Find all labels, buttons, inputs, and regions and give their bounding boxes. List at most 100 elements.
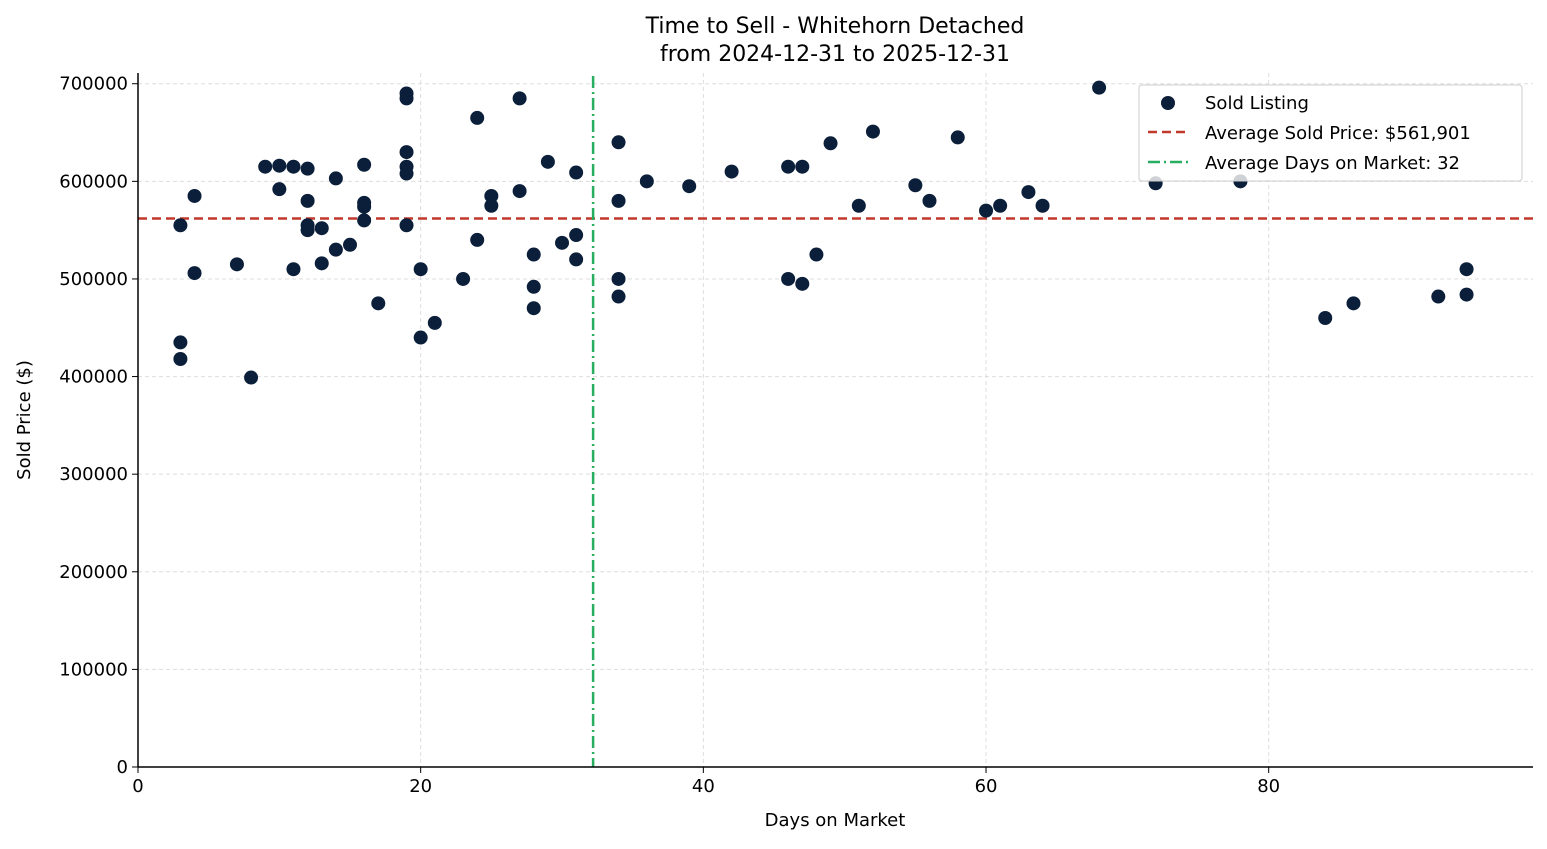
data-point [781,271,796,286]
data-point [484,198,499,213]
data-point [328,242,343,257]
data-point [173,335,188,350]
data-point [456,271,471,286]
data-point [343,237,358,252]
data-point [399,166,414,181]
axes: 0 20 40 60 80 0 100000 200000 300000 400000 500000… [59,73,1533,797]
data-point [272,158,287,173]
data-point [823,136,838,151]
data-point [993,198,1008,213]
y-tick-label: 400000 [59,367,128,388]
data-point [611,289,626,304]
data-point [258,159,273,174]
y-tick-label: 700000 [59,74,128,95]
data-point [229,257,244,272]
data-point [357,157,372,172]
data-point [300,193,315,208]
y-axis-label: Sold Price ($) [14,360,35,480]
y-tick-label: 200000 [59,562,128,583]
data-point [795,276,810,291]
data-point [639,174,654,189]
data-point [173,351,188,366]
y-tick-label: 0 [117,757,128,778]
chart-subtitle: from 2024-12-31 to 2025-12-31 [660,42,1010,67]
data-point [427,315,442,330]
points [173,80,1474,385]
data-point [314,256,329,271]
data-point [187,188,202,203]
data-point [328,171,343,186]
chart-title: Time to Sell - Whitehorn Detached [645,14,1025,39]
data-point [1346,296,1361,311]
data-point [795,159,810,174]
data-point [413,262,428,277]
data-point [1092,80,1107,95]
data-point [399,91,414,106]
data-point [484,188,499,203]
y-tick-label: 100000 [59,659,128,680]
data-point [724,164,739,179]
data-point [470,110,485,125]
x-axis-label: Days on Market [765,810,906,831]
data-point [1318,310,1333,325]
data-point [781,159,796,174]
data-point [865,124,880,139]
data-point [569,165,584,180]
data-point [1021,185,1036,200]
data-point [922,193,937,208]
data-point [357,199,372,214]
data-point [611,193,626,208]
y-tick-label: 500000 [59,269,128,290]
x-tick-label: 60 [975,776,998,797]
data-point [187,266,202,281]
data-point [371,296,386,311]
data-point [526,247,541,262]
legend-label-avg-days: Average Days on Market: 32 [1205,153,1460,174]
data-point [611,271,626,286]
legend: Sold Listing Average Sold Price: $561,90… [1138,84,1523,182]
data-point [1459,287,1474,302]
data-point [851,198,866,213]
data-point [569,228,584,243]
legend-marker-points [1161,96,1175,110]
data-point [286,159,301,174]
data-point [1431,289,1446,304]
data-point [950,130,965,145]
data-point [809,247,824,262]
x-tick-label: 0 [132,776,143,797]
data-point [611,135,626,150]
data-point [470,232,485,247]
data-point [399,145,414,160]
data-point [512,91,527,106]
data-point [300,223,315,238]
data-point [540,154,555,169]
legend-label-avg-price: Average Sold Price: $561,901 [1205,123,1471,144]
data-point [526,279,541,294]
data-point [244,370,259,385]
grid [137,73,1533,768]
y-tick-label: 600000 [59,171,128,192]
data-point [357,213,372,228]
data-point [300,161,315,176]
data-point [413,330,428,345]
data-point [979,203,994,218]
data-point [1035,198,1050,213]
data-point [569,252,584,267]
data-point [399,218,414,233]
data-point [526,301,541,316]
data-point [555,235,570,250]
x-tick-label: 80 [1257,776,1280,797]
data-point [908,178,923,193]
data-point [1459,262,1474,277]
legend-label-points: Sold Listing [1205,93,1309,114]
data-point [512,184,527,199]
data-point [173,218,188,233]
data-point [314,221,329,236]
data-point [286,262,301,277]
data-point [682,179,697,194]
legend-box [1138,84,1523,182]
data-point [272,182,287,197]
x-tick-label: 20 [409,776,432,797]
x-tick-label: 40 [692,776,715,797]
